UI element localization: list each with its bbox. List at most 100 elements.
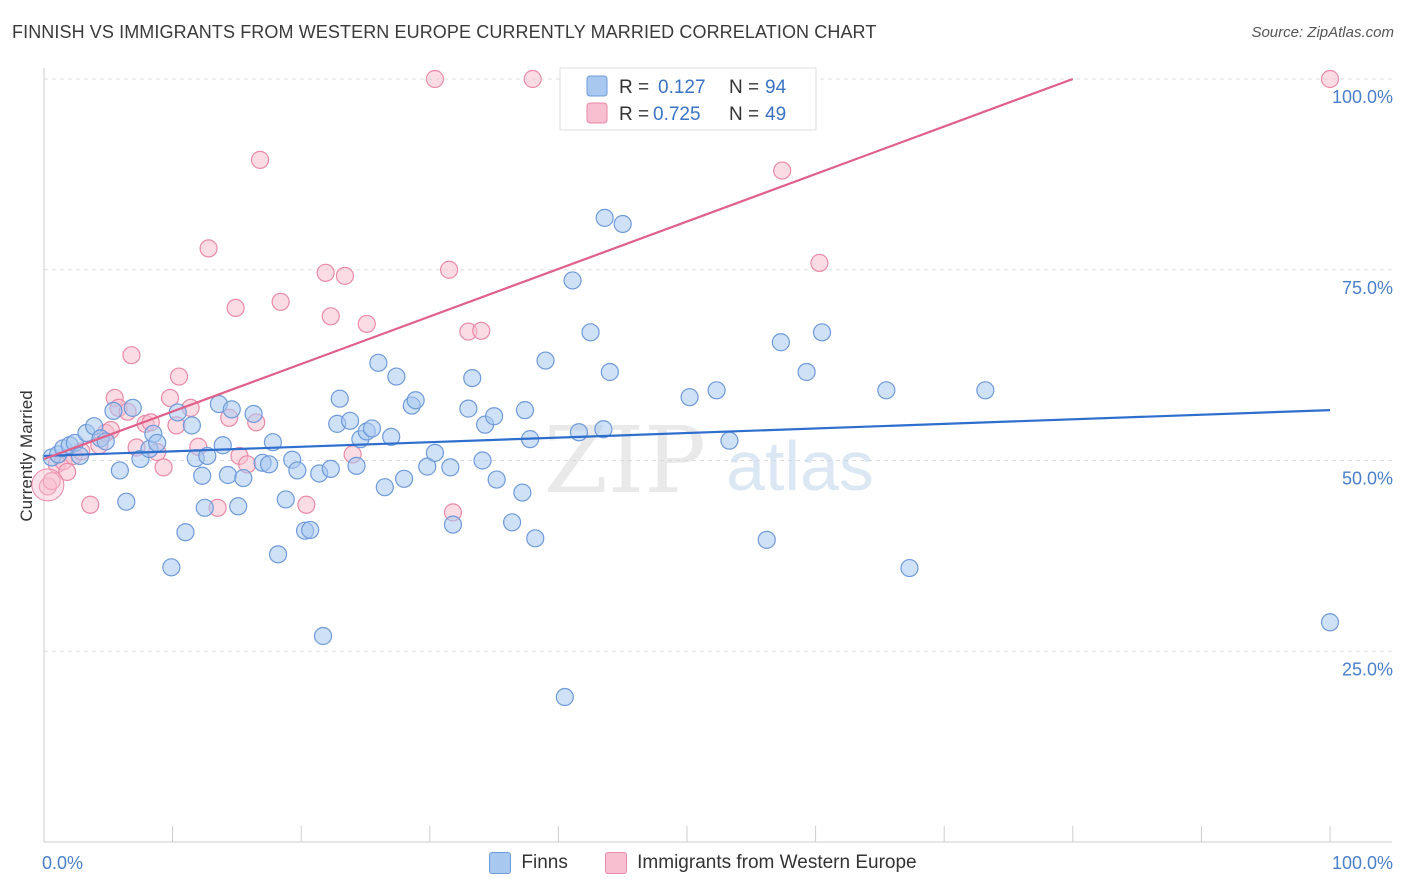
legend-item-immigrants: Immigrants from Western Europe [605, 852, 917, 874]
finns-point-10 [104, 401, 123, 421]
finns-point-47 [340, 411, 360, 430]
immigrants-point-20 [160, 388, 180, 408]
immigrants-point-36 [321, 307, 340, 326]
legend-r-label-finns: R = [619, 77, 649, 98]
finns-point-75 [555, 687, 574, 707]
finns-point-54 [382, 427, 401, 446]
finns-point-52 [369, 353, 388, 372]
finns-point-90 [877, 381, 896, 400]
legend-n-value-immigrants: 49 [765, 104, 786, 125]
immigrants-point-46 [773, 161, 792, 180]
finns-trendline [43, 409, 1331, 458]
finns-point-83 [680, 388, 699, 407]
immigrants-point-40 [425, 69, 445, 89]
finns-point-84 [707, 381, 726, 400]
finns-point-58 [406, 391, 425, 410]
legend-swatch-finns [586, 75, 608, 97]
immigrants-point-35 [316, 263, 335, 282]
finns-point-20 [176, 523, 195, 542]
finns-point-35 [263, 433, 283, 452]
finns-point-59 [418, 457, 437, 476]
legend-n-label-finns: N = [729, 77, 759, 98]
legend-swatch-immigrants-bottom [605, 852, 628, 874]
finns-point-68 [487, 470, 506, 489]
immigrants-point-45 [523, 69, 542, 89]
immigrants-cluster-origin [31, 468, 65, 502]
finns-point-81 [600, 362, 619, 382]
watermark: ZIP atlas [544, 407, 874, 514]
watermark-atlas: atlas [726, 427, 874, 505]
finns-point-11 [110, 461, 129, 480]
immigrants-point-1 [42, 472, 61, 491]
finns-point-64 [463, 368, 482, 388]
finns-point-55 [387, 367, 406, 386]
legend-label-immigrants: Immigrants from Western Europe [637, 852, 917, 873]
y-tick-label-0: 25.0% [1342, 659, 1393, 679]
finns-point-17 [148, 433, 167, 453]
finns-point-46 [330, 389, 349, 408]
immigrants-point-33 [271, 292, 290, 311]
source-label: Source: ZipAtlas.com [1251, 24, 1394, 41]
gridlines [44, 78, 1392, 652]
immigrants-point-48 [1320, 69, 1340, 89]
immigrants-point-34 [297, 495, 316, 514]
legend-n-value-finns: 94 [765, 77, 787, 98]
legend-swatch-finns-bottom [489, 852, 512, 874]
immigrants-point-41 [439, 260, 459, 279]
finns-point-63 [459, 399, 478, 418]
finns-point-92 [976, 381, 995, 400]
finns-point-93 [1320, 613, 1340, 632]
finns-point-62 [443, 515, 463, 534]
finns-point-36 [268, 545, 288, 564]
finns-point-91 [900, 558, 919, 578]
finns-point-37 [276, 490, 295, 509]
immigrants-point-19 [154, 458, 173, 477]
legend-swatch-immigrants [586, 102, 608, 124]
legend-r-value-immigrants: 0.725 [653, 104, 701, 125]
tick-labels: 25.0% 50.0% 75.0% 100.0% 0.0% 100.0% [42, 87, 1393, 873]
finns-point-48 [347, 456, 366, 475]
finns-point-79 [594, 420, 613, 439]
finns-point-82 [613, 214, 632, 234]
finns-point-41 [301, 520, 320, 540]
finns-point-87 [771, 333, 790, 352]
y-tick-label-3: 100.0% [1332, 87, 1393, 107]
legend-label-finns: Finns [521, 852, 568, 873]
finns-point-39 [288, 461, 307, 480]
immigrants-point-44 [472, 321, 491, 340]
immigrants-point-28 [226, 298, 245, 317]
finns-point-13 [123, 398, 142, 417]
finns-point-12 [117, 492, 136, 511]
finns-point-70 [513, 483, 532, 502]
finns-point-61 [441, 458, 460, 477]
finns-point-88 [797, 362, 816, 382]
finns-point-73 [526, 529, 545, 548]
finns-point-53 [375, 478, 394, 497]
immigrants-point-22 [169, 367, 189, 386]
finns-point-56 [394, 469, 414, 488]
immigrants-point-25 [199, 239, 218, 258]
finns-point-44 [321, 459, 340, 478]
finns-point-85 [720, 431, 739, 450]
finns-point-65 [473, 451, 492, 470]
x-tick-label-1: 100.0% [1332, 853, 1393, 873]
trendlines [43, 77, 1331, 461]
finns-point-89 [812, 323, 832, 342]
legend-n-label-immigrants: N = [729, 104, 759, 125]
legend-r-value-finns: 0.127 [658, 77, 706, 98]
finns-point-28 [218, 465, 237, 485]
finns-point-80 [595, 208, 614, 227]
finns-point-86 [757, 530, 776, 549]
legend-r-label-immigrants: R = [619, 104, 649, 125]
finns-point-60 [425, 443, 445, 462]
finns-point-43 [313, 626, 333, 646]
bottom-legend: Finns Immigrants from Western Europe [0, 852, 1406, 880]
finns-point-74 [536, 351, 555, 370]
legend-box: R = 0.127 N = 94 R = 0.725 N = 49 [559, 67, 817, 131]
watermark-zip: ZIP [544, 407, 706, 514]
immigrants-point-39 [357, 314, 376, 334]
finns-point-34 [259, 455, 279, 474]
finns-point-21 [182, 416, 201, 435]
chart-title: FINNISH VS IMMIGRANTS FROM WESTERN EUROP… [12, 22, 877, 42]
